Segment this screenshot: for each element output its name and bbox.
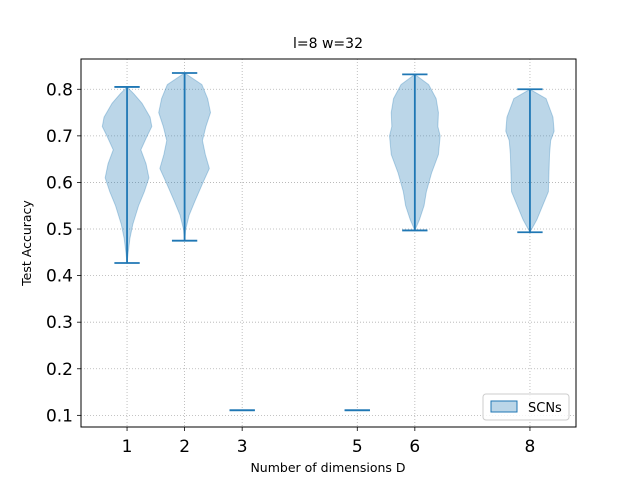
y-tick-label: 0.3	[46, 313, 73, 333]
x-tick-label: 3	[237, 437, 248, 457]
legend-swatch	[490, 400, 518, 413]
x-axis-label: Number of dimensions D	[250, 460, 405, 475]
y-tick-label: 0.4	[46, 267, 73, 287]
y-tick-label: 0.5	[46, 220, 73, 240]
x-tick-label: 8	[525, 437, 536, 457]
x-axis-ticks: 1 2 3 5 6 8	[122, 427, 536, 457]
chart-title: l=8 w=32	[293, 36, 363, 52]
x-tick-label: 5	[352, 437, 363, 457]
plot-frame	[80, 58, 577, 428]
x-tick-label: 1	[122, 437, 133, 457]
y-tick-label: 0.8	[46, 80, 73, 100]
y-tick-label: 0.1	[46, 406, 73, 426]
y-axis-ticks: 0.1 0.2 0.3 0.4 0.5 0.6 0.7 0.8	[46, 80, 81, 426]
x-tick-label: 6	[409, 437, 420, 457]
violin-bodies	[101, 72, 555, 412]
y-tick-label: 0.2	[46, 360, 73, 380]
x-tick-label: 2	[179, 437, 190, 457]
y-tick-label: 0.6	[46, 173, 73, 193]
legend: SCNs	[482, 393, 570, 421]
y-tick-label: 0.7	[46, 127, 73, 147]
legend-label: SCNs	[528, 401, 562, 416]
y-axis-label: Test Accuracy	[19, 200, 34, 287]
